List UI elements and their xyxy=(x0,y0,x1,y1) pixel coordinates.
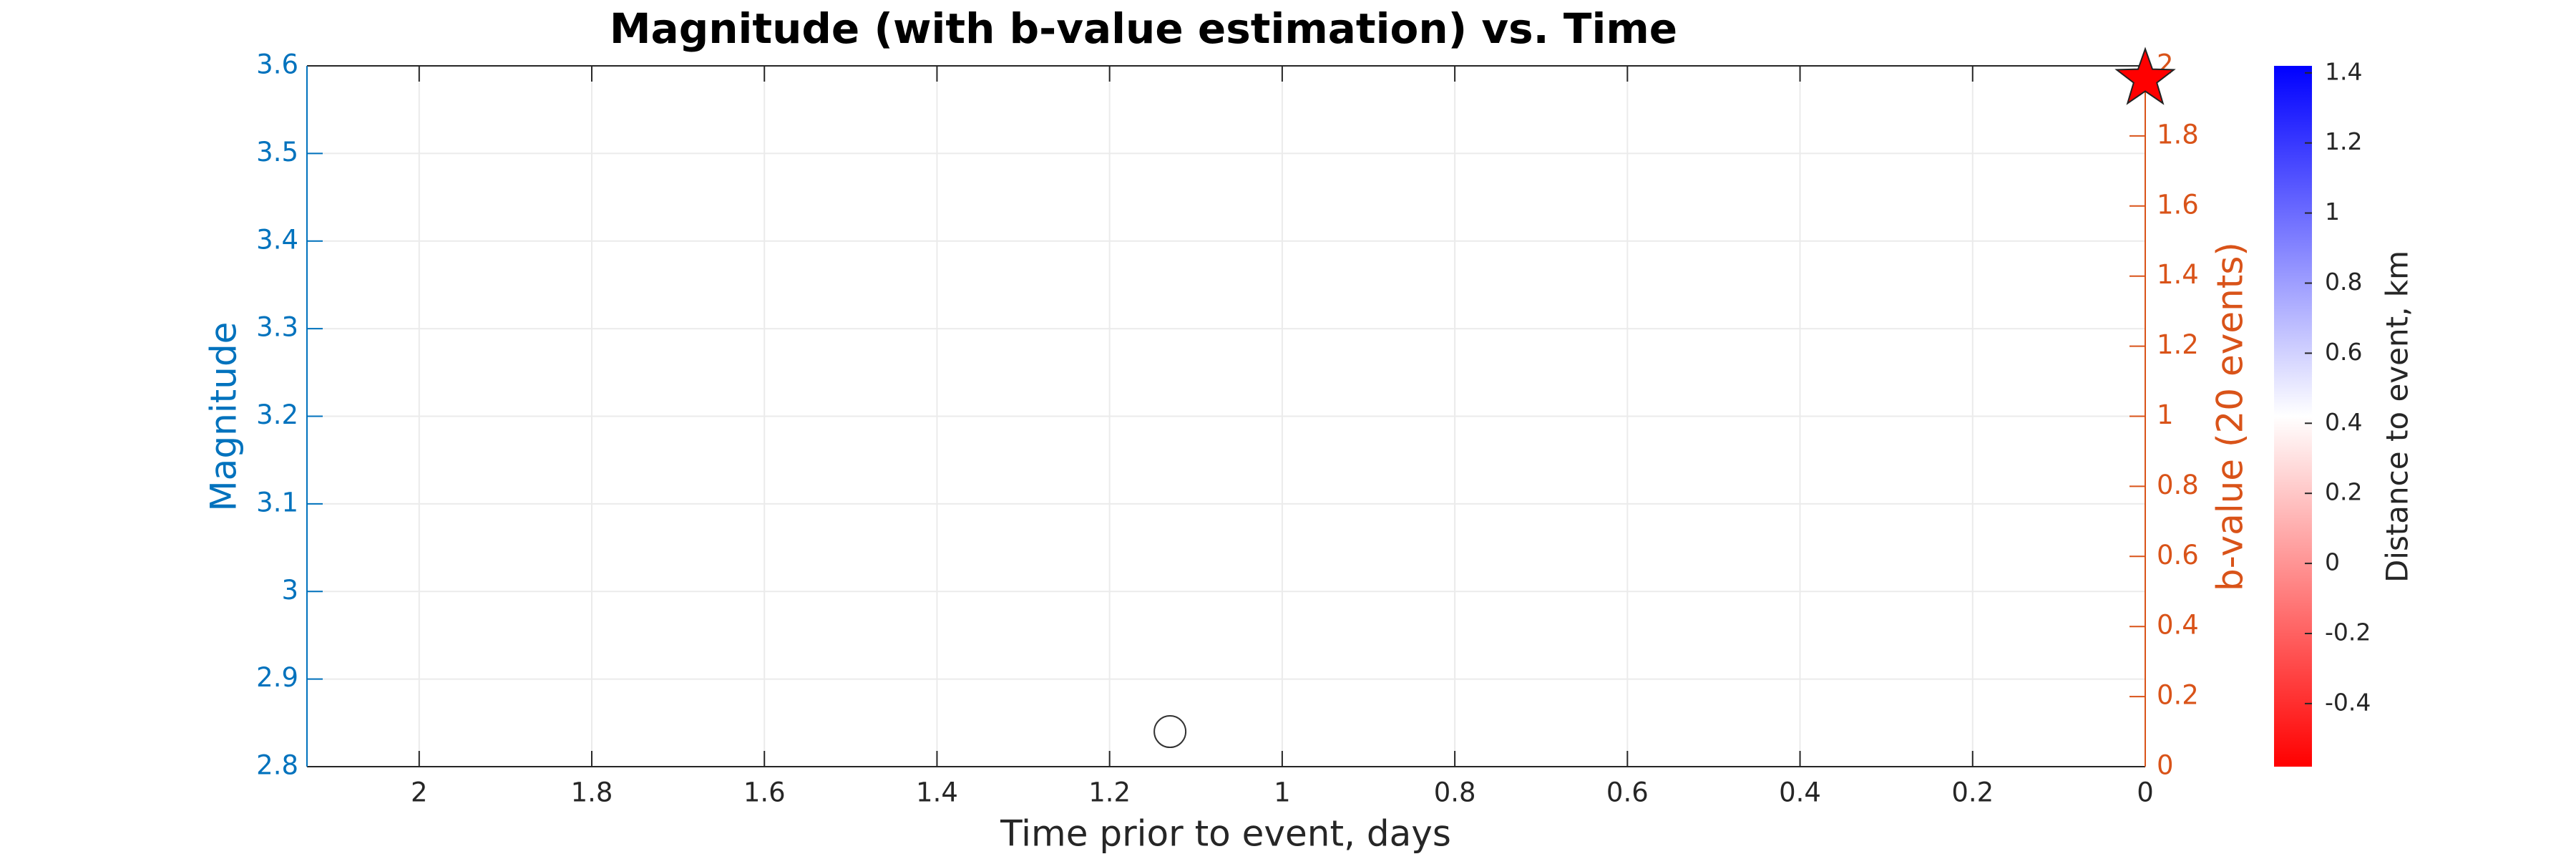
x-tick-label: 1 xyxy=(1274,777,1291,808)
colorbar-tick-label: -0.4 xyxy=(2325,688,2371,716)
colorbar-tick-label: 1 xyxy=(2325,198,2340,225)
colorbar-tick-label: 1.2 xyxy=(2325,127,2362,155)
circle-marker xyxy=(1153,715,1187,749)
y-axis-label: Magnitude xyxy=(203,322,245,512)
y-tick-label: 2.9 xyxy=(256,662,298,693)
y2-axis-label: b-value (20 events) xyxy=(2210,242,2251,591)
y2-tick-label: 0.6 xyxy=(2157,540,2199,571)
colorbar-tick-label: 0.2 xyxy=(2325,478,2362,506)
x-tick-label: 0 xyxy=(2137,777,2154,808)
y2-tick-label: 0.4 xyxy=(2157,610,2199,641)
x-tick-label: 1.8 xyxy=(571,777,613,808)
x-tick-label: 1.2 xyxy=(1088,777,1131,808)
x-tick-label: 0.4 xyxy=(1779,777,1821,808)
colorbar-tick-label: 0 xyxy=(2325,548,2340,576)
y2-tick-label: 0 xyxy=(2157,750,2174,781)
colorbar-label: Distance to event, km xyxy=(2380,251,2415,583)
y-tick-label: 3.6 xyxy=(256,49,298,80)
y2-tick-label: 0.2 xyxy=(2157,680,2199,711)
y2-tick-label: 1.6 xyxy=(2157,189,2199,220)
y-tick-label: 3.5 xyxy=(256,137,298,168)
x-tick-label: 0.6 xyxy=(1606,777,1649,808)
y-tick-label: 3.2 xyxy=(256,399,298,430)
y-tick-label: 2.8 xyxy=(256,750,298,781)
x-tick-label: 0.2 xyxy=(1951,777,1994,808)
y2-tick-label: 1.4 xyxy=(2157,259,2199,290)
y2-tick-label: 1.8 xyxy=(2157,119,2199,150)
colorbar-tick-label: 0.8 xyxy=(2325,268,2362,296)
y2-tick-label: 0.8 xyxy=(2157,470,2199,500)
colorbar-tick-label: 1.4 xyxy=(2325,57,2362,85)
x-tick-label: 1.6 xyxy=(743,777,786,808)
y2-tick-label: 1 xyxy=(2157,399,2174,430)
y-tick-label: 3 xyxy=(281,575,298,606)
chart-title: Magnitude (with b-value estimation) vs. … xyxy=(610,4,1677,53)
x-tick-label: 2 xyxy=(411,777,428,808)
colorbar-tick-label: 0.6 xyxy=(2325,338,2362,366)
x-tick-label: 0.8 xyxy=(1434,777,1476,808)
x-axis-label: Time prior to event, days xyxy=(1000,813,1451,855)
y-tick-label: 3.1 xyxy=(256,487,298,518)
star-marker xyxy=(2114,47,2176,105)
colorbar-tick-label: 0.4 xyxy=(2325,408,2362,436)
y-tick-label: 3.3 xyxy=(256,312,298,343)
y-tick-label: 3.4 xyxy=(256,224,298,255)
y2-tick-label: 1.2 xyxy=(2157,329,2199,360)
x-tick-label: 1.4 xyxy=(916,777,958,808)
colorbar-tick-label: -0.2 xyxy=(2325,618,2371,646)
colorbar xyxy=(2274,66,2312,767)
